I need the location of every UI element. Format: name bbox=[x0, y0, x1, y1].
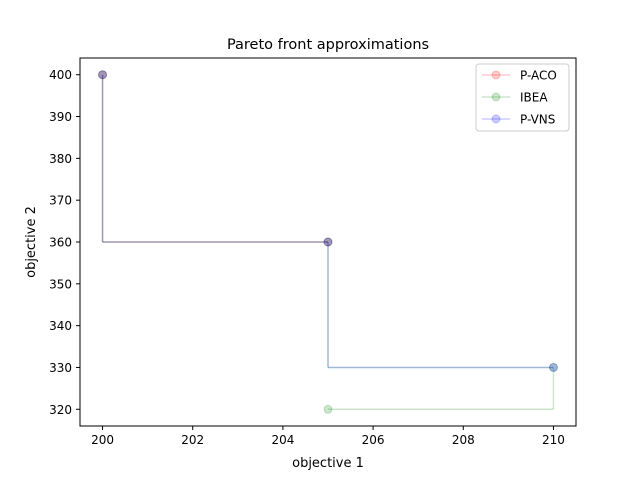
data-point bbox=[98, 70, 108, 80]
y-tick-label: 360 bbox=[49, 236, 72, 250]
legend-label: P-VNS bbox=[520, 113, 555, 127]
data-point bbox=[323, 237, 333, 247]
series-p-vns bbox=[98, 70, 558, 372]
data-point bbox=[323, 404, 333, 414]
x-tick-label: 204 bbox=[271, 433, 294, 447]
y-tick-label: 330 bbox=[49, 361, 72, 375]
y-tick-label: 370 bbox=[49, 194, 72, 208]
legend-marker bbox=[491, 114, 501, 124]
y-tick-label: 320 bbox=[49, 403, 72, 417]
x-tick-label: 206 bbox=[362, 433, 385, 447]
data-point bbox=[98, 70, 108, 80]
y-tick-label: 350 bbox=[49, 277, 72, 291]
series-ibea bbox=[98, 70, 558, 414]
x-axis: 200 202 204 206 208 210 bbox=[91, 426, 565, 447]
y-tick-label: 400 bbox=[49, 68, 72, 82]
x-tick-label: 202 bbox=[181, 433, 204, 447]
y-axis: 320 330 340 350 360 370 380 390 400 bbox=[49, 68, 80, 417]
legend-box bbox=[475, 63, 570, 132]
data-point bbox=[548, 362, 558, 372]
legend-marker bbox=[491, 92, 501, 102]
x-axis-label: objective 1 bbox=[292, 456, 364, 471]
chart-title: Pareto front approximations bbox=[227, 37, 429, 53]
y-tick-label: 390 bbox=[49, 110, 72, 124]
data-point bbox=[548, 362, 558, 372]
legend: P-ACO IBEA P-VNS bbox=[475, 63, 570, 132]
data-point bbox=[323, 237, 333, 247]
data-point bbox=[98, 70, 108, 80]
series-p-aco bbox=[98, 70, 333, 247]
x-tick-label: 208 bbox=[452, 433, 475, 447]
legend-label: IBEA bbox=[520, 91, 548, 105]
y-tick-label: 340 bbox=[49, 319, 72, 333]
y-axis-label: objective 2 bbox=[24, 206, 39, 278]
y-tick-label: 380 bbox=[49, 152, 72, 166]
legend-marker bbox=[491, 70, 501, 80]
legend-label: P-ACO bbox=[520, 69, 557, 83]
x-tick-label: 210 bbox=[542, 433, 565, 447]
x-tick-label: 200 bbox=[91, 433, 114, 447]
data-point bbox=[323, 237, 333, 247]
